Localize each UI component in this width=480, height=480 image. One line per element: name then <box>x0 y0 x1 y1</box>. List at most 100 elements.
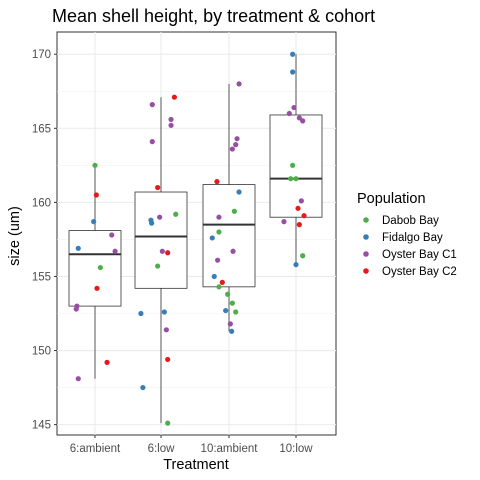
data-point <box>104 359 110 366</box>
data-point <box>225 291 231 297</box>
data-point <box>75 376 81 382</box>
data-point <box>149 101 155 108</box>
legend-key <box>363 268 369 274</box>
data-point <box>236 81 242 87</box>
data-point <box>155 263 161 269</box>
box-body <box>68 230 122 307</box>
data-point <box>216 229 222 235</box>
data-point <box>163 327 169 333</box>
data-point <box>229 146 235 152</box>
data-point <box>290 51 296 57</box>
box-6-ambient <box>68 165 122 379</box>
data-point <box>138 310 144 317</box>
data-point <box>234 136 240 142</box>
data-point <box>214 179 220 185</box>
data-point <box>233 309 239 315</box>
legend-key <box>363 217 369 223</box>
legend-label: Oyster Bay C1 <box>382 249 457 261</box>
legend-key <box>363 234 369 240</box>
y-tick-label: 165 <box>32 123 51 135</box>
data-point <box>165 356 171 363</box>
data-point <box>296 222 302 228</box>
box-body <box>202 184 256 288</box>
data-point <box>231 208 237 214</box>
data-point <box>161 309 167 315</box>
data-point <box>159 248 165 254</box>
y-tick-label: 145 <box>32 420 51 432</box>
y-tick-label: 150 <box>32 346 51 358</box>
legend: Population Dabob Bay Fidalgo Bay Oyster Ba… <box>357 191 457 278</box>
data-point <box>293 176 299 182</box>
data-point <box>209 235 215 241</box>
data-point <box>109 232 115 238</box>
data-point <box>296 115 302 121</box>
data-point <box>149 220 155 226</box>
data-point <box>91 219 97 225</box>
data-point <box>290 162 296 168</box>
data-point <box>215 257 221 263</box>
y-axis: 145 150 155 160 165 170 <box>32 49 57 432</box>
data-point <box>236 189 242 195</box>
y-tick-label: 170 <box>32 49 51 61</box>
data-point <box>93 192 99 198</box>
data-point <box>219 279 225 285</box>
legend-label: Fidalgo Bay <box>382 232 443 244</box>
data-point <box>155 184 161 191</box>
y-axis-title: size (um) <box>7 206 23 266</box>
data-point <box>112 248 118 254</box>
data-point <box>173 211 179 217</box>
data-point <box>295 205 301 211</box>
data-point <box>290 69 296 75</box>
data-point <box>216 284 222 290</box>
box-6-low <box>134 97 188 424</box>
box-10-low <box>269 54 323 265</box>
data-point <box>229 328 235 334</box>
data-point <box>211 273 217 280</box>
y-tick-label: 160 <box>32 197 51 209</box>
data-point <box>94 285 100 291</box>
data-point <box>97 264 103 271</box>
legend-title: Population <box>357 191 426 207</box>
data-point <box>168 122 174 128</box>
data-point <box>168 116 174 123</box>
chart-title: Mean shell height, by treatment & cohort <box>52 6 375 26</box>
x-axis-title: Treatment <box>163 457 229 473</box>
data-point <box>229 300 235 306</box>
box-plots <box>68 54 323 424</box>
data-point <box>300 253 306 259</box>
data-point <box>223 307 229 314</box>
x-tick-label: 10:ambient <box>201 443 259 455</box>
data-point <box>281 219 287 225</box>
data-point <box>165 420 171 426</box>
data-point <box>293 262 299 268</box>
data-point <box>73 306 79 312</box>
data-point <box>288 176 294 182</box>
data-point <box>140 384 146 391</box>
data-point <box>230 248 236 254</box>
data-point <box>300 118 306 124</box>
data-point <box>291 104 297 111</box>
box-body <box>134 191 188 289</box>
x-tick-label: 10:low <box>279 443 313 455</box>
data-point <box>233 142 239 148</box>
data-point <box>171 94 177 100</box>
box-body <box>269 114 323 218</box>
x-tick-label: 6:ambient <box>70 443 121 455</box>
data-point <box>165 250 171 256</box>
legend-label: Dabob Bay <box>382 215 439 227</box>
data-point <box>286 110 292 117</box>
x-tick-label: 6:low <box>148 443 176 455</box>
data-point <box>157 214 163 220</box>
data-point <box>216 214 222 220</box>
y-tick-label: 155 <box>32 271 51 283</box>
legend-key <box>363 251 369 257</box>
legend-label: Oyster Bay C2 <box>382 266 457 278</box>
data-point <box>92 162 98 168</box>
data-point <box>227 321 233 327</box>
data-point <box>75 245 81 251</box>
data-point <box>149 139 155 145</box>
data-point <box>301 213 307 219</box>
x-axis: 6:ambient 6:low 10:ambient 10:low <box>70 435 313 455</box>
data-point <box>298 198 304 204</box>
